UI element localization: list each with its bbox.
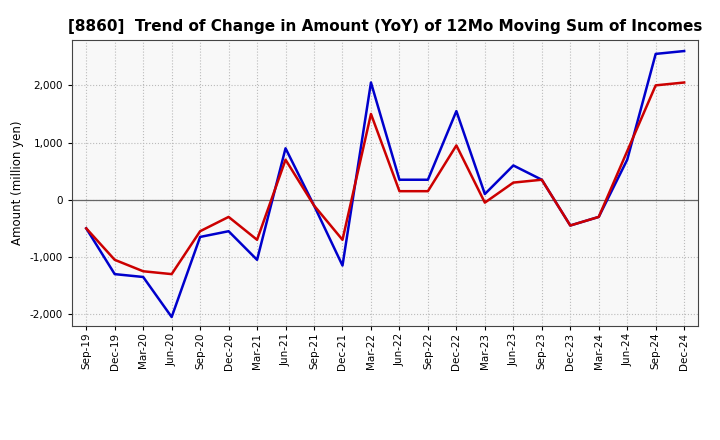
Net Income bbox=[566, 223, 575, 228]
Net Income bbox=[196, 228, 204, 234]
Line: Ordinary Income: Ordinary Income bbox=[86, 51, 684, 317]
Net Income bbox=[652, 83, 660, 88]
Net Income bbox=[623, 148, 631, 154]
Net Income bbox=[452, 143, 461, 148]
Ordinary Income bbox=[537, 177, 546, 182]
Ordinary Income bbox=[509, 163, 518, 168]
Ordinary Income bbox=[139, 275, 148, 280]
Line: Net Income: Net Income bbox=[86, 82, 684, 274]
Ordinary Income bbox=[253, 257, 261, 262]
Ordinary Income bbox=[282, 146, 290, 151]
Net Income bbox=[680, 80, 688, 85]
Ordinary Income bbox=[225, 228, 233, 234]
Net Income bbox=[139, 268, 148, 274]
Ordinary Income bbox=[480, 191, 489, 197]
Net Income bbox=[423, 188, 432, 194]
Net Income bbox=[537, 177, 546, 182]
Net Income bbox=[82, 226, 91, 231]
Net Income bbox=[253, 237, 261, 242]
Net Income bbox=[338, 237, 347, 242]
Net Income bbox=[310, 203, 318, 208]
Ordinary Income bbox=[452, 108, 461, 114]
Net Income bbox=[282, 157, 290, 162]
Ordinary Income bbox=[652, 51, 660, 56]
Ordinary Income bbox=[82, 226, 91, 231]
Ordinary Income bbox=[595, 214, 603, 220]
Ordinary Income bbox=[395, 177, 404, 182]
Net Income bbox=[509, 180, 518, 185]
Net Income bbox=[480, 200, 489, 205]
Net Income bbox=[110, 257, 119, 262]
Ordinary Income bbox=[196, 234, 204, 239]
Net Income bbox=[595, 214, 603, 220]
Ordinary Income bbox=[110, 271, 119, 277]
Ordinary Income bbox=[623, 157, 631, 162]
Ordinary Income bbox=[680, 48, 688, 54]
Title: [8860]  Trend of Change in Amount (YoY) of 12Mo Moving Sum of Incomes: [8860] Trend of Change in Amount (YoY) o… bbox=[68, 19, 703, 34]
Ordinary Income bbox=[167, 314, 176, 319]
Net Income bbox=[366, 111, 375, 117]
Net Income bbox=[395, 188, 404, 194]
Net Income bbox=[167, 271, 176, 277]
Y-axis label: Amount (million yen): Amount (million yen) bbox=[12, 121, 24, 245]
Ordinary Income bbox=[310, 203, 318, 208]
Ordinary Income bbox=[366, 80, 375, 85]
Ordinary Income bbox=[338, 263, 347, 268]
Net Income bbox=[225, 214, 233, 220]
Ordinary Income bbox=[423, 177, 432, 182]
Ordinary Income bbox=[566, 223, 575, 228]
